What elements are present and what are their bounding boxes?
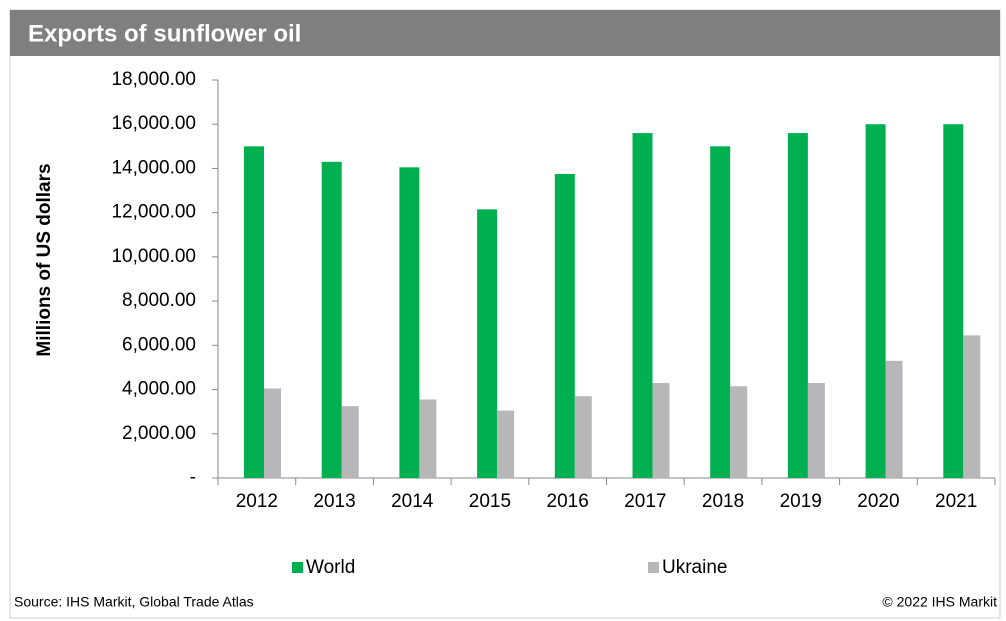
bar <box>710 146 731 479</box>
bar <box>264 388 281 478</box>
bar <box>321 161 342 479</box>
x-tick-label: 2020 <box>857 491 899 512</box>
y-tick-label: 10,000.00 <box>111 246 196 267</box>
x-tick-label: 2021 <box>935 491 977 512</box>
bar <box>730 386 748 478</box>
x-tick-label: 2013 <box>313 491 355 512</box>
bar <box>807 382 825 478</box>
y-tick-label: 18,000.00 <box>111 69 196 90</box>
y-tick-label: 8,000.00 <box>122 290 196 311</box>
legend-label: Ukraine <box>662 557 727 578</box>
chart-title: Exports of sunflower oil <box>28 20 301 47</box>
y-tick-label: 2,000.00 <box>122 423 196 444</box>
bar <box>341 406 359 478</box>
bar <box>477 209 498 478</box>
y-tick-label: 12,000.00 <box>111 202 196 223</box>
bar <box>787 133 808 479</box>
y-tick-label: 6,000.00 <box>122 334 196 355</box>
y-axis-label: Millions of US dollars <box>34 163 55 356</box>
bar <box>943 124 964 478</box>
legend-swatch <box>648 562 659 573</box>
x-tick-label: 2017 <box>624 491 666 512</box>
bar <box>632 133 653 479</box>
x-tick-label: 2016 <box>547 491 589 512</box>
bar <box>963 335 981 478</box>
y-tick-label: 14,000.00 <box>111 157 196 178</box>
bar <box>554 173 575 478</box>
y-tick-label: - <box>190 467 196 488</box>
bar <box>497 410 515 478</box>
x-tick-label: 2014 <box>391 491 434 512</box>
frame <box>9 9 1001 619</box>
source: Source: IHS Markit, Global Trade Atlas <box>14 594 254 610</box>
bar <box>574 396 592 478</box>
x-tick-label: 2015 <box>469 491 511 512</box>
legend-swatch <box>292 562 303 573</box>
title-bar <box>10 10 1000 56</box>
bar <box>885 360 903 478</box>
copyright: © 2022 IHS Markit <box>882 594 997 610</box>
y-tick-label: 4,000.00 <box>122 379 196 400</box>
bar <box>652 382 670 478</box>
bar <box>399 167 420 479</box>
x-tick-label: 2019 <box>780 491 822 512</box>
legend-label: World <box>306 557 355 578</box>
bar <box>865 124 886 478</box>
x-tick-label: 2018 <box>702 491 744 512</box>
bar <box>419 399 437 478</box>
x-tick-label: 2012 <box>236 491 278 512</box>
y-tick-label: 16,000.00 <box>111 113 196 134</box>
bar <box>244 146 264 479</box>
